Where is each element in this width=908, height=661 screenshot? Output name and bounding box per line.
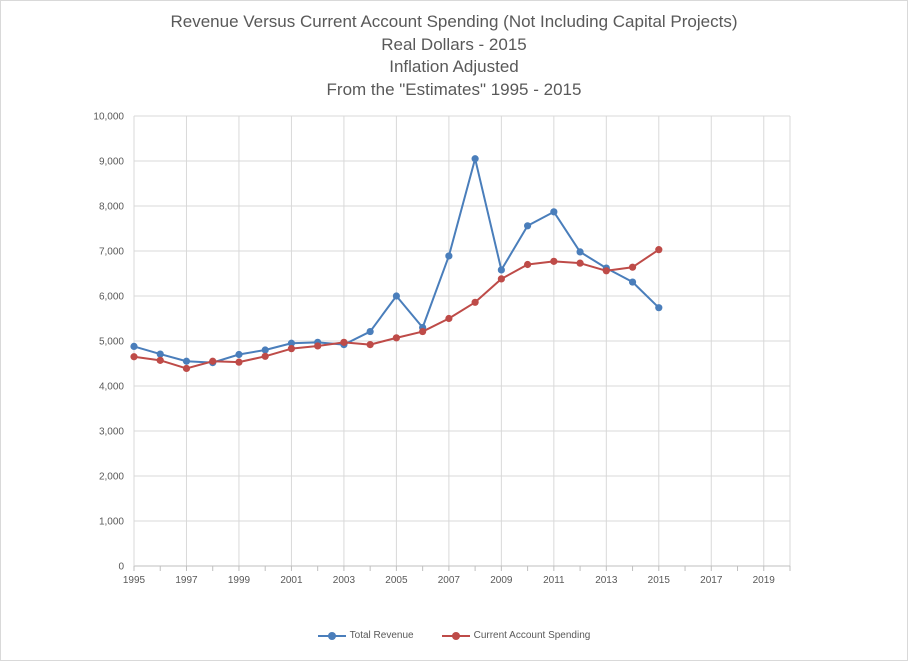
y-tick-label: 8,000 (99, 202, 124, 213)
data-point-current-account-spending (497, 275, 505, 283)
y-tick-label: 2,000 (99, 472, 124, 483)
x-tick-label: 1997 (175, 575, 198, 586)
title-line-2: Real Dollars - 2015 (381, 34, 527, 54)
x-tick-label: 2003 (333, 575, 356, 586)
title-line-1: Revenue Versus Current Account Spending … (170, 12, 738, 31)
legend-swatch-total-revenue (317, 631, 346, 641)
x-tick-label: 2005 (385, 575, 408, 586)
x-tick-label: 2019 (753, 575, 776, 586)
data-point-current-account-spending (392, 334, 400, 342)
data-point-current-account-spending (235, 358, 243, 366)
data-point-current-account-spending (576, 259, 584, 267)
y-tick-label: 9,000 (99, 157, 124, 168)
legend-item-current-account-spending: Current Account Spending (441, 630, 591, 641)
data-point-current-account-spending (524, 260, 532, 269)
x-tick-label: 1995 (123, 575, 146, 586)
data-point-current-account-spending (445, 314, 453, 323)
title-line-3: Inflation Adjusted (389, 57, 519, 76)
x-tick-label: 2001 (280, 575, 303, 586)
y-tick-label: 10,000 (93, 112, 124, 123)
x-tick-label: 2015 (648, 575, 671, 586)
y-tick-label: 5,000 (99, 337, 124, 348)
data-point-total-revenue (156, 350, 164, 358)
data-point-total-revenue (445, 252, 453, 260)
data-point-total-revenue (655, 304, 663, 312)
data-point-total-revenue (366, 327, 374, 336)
data-point-total-revenue (576, 248, 584, 256)
y-tick-label: 4,000 (99, 382, 124, 393)
data-point-current-account-spending (182, 364, 191, 373)
data-point-current-account-spending (209, 357, 217, 365)
legend-item-total-revenue: Total Revenue (317, 630, 414, 641)
data-point-total-revenue (550, 208, 558, 216)
tick-labels: 0 1,000 2,000 3,000 4,000 5,000 6,000 7,000 8,00… (93, 112, 775, 587)
data-point-total-revenue (261, 346, 269, 354)
data-point-total-revenue (471, 155, 479, 163)
data-point-total-revenue (524, 222, 532, 230)
x-tick-label: 1999 (228, 575, 251, 586)
data-point-current-account-spending (340, 338, 348, 346)
x-tick-label: 2011 (543, 575, 565, 586)
data-point-current-account-spending (366, 341, 374, 349)
data-point-total-revenue (392, 292, 400, 300)
data-point-current-account-spending (156, 356, 164, 364)
legend-label-current-account-spending: Current Account Spending (473, 630, 591, 641)
y-tick-label: 0 (118, 562, 124, 573)
x-tick-label: 2009 (490, 575, 513, 586)
data-point-current-account-spending (314, 342, 322, 350)
data-point-total-revenue (497, 266, 505, 274)
y-tick-label: 6,000 (99, 292, 124, 303)
y-tick-label: 1,000 (99, 517, 124, 528)
y-tick-label: 3,000 (99, 427, 124, 438)
data-point-current-account-spending (261, 352, 269, 360)
x-tick-label: 2007 (438, 575, 461, 586)
series-lines (130, 155, 663, 373)
chart-title: Revenue Versus Current Account Spending … (0, 11, 908, 101)
gridlines (134, 115, 791, 566)
data-point-total-revenue (235, 350, 243, 359)
data-point-total-revenue (130, 342, 138, 350)
data-point-current-account-spending (287, 345, 296, 353)
y-tick-label: 7,000 (99, 247, 124, 258)
x-tick-label: 2017 (700, 575, 723, 586)
data-point-total-revenue (182, 357, 191, 365)
data-point-current-account-spending (550, 257, 558, 265)
axes (133, 116, 791, 571)
data-point-current-account-spending (602, 267, 610, 275)
legend: Total Revenue Current Account Spending (0, 630, 908, 641)
data-point-current-account-spending (471, 298, 479, 306)
title-line-4: From the "Estimates" 1995 - 2015 (326, 79, 582, 99)
data-point-total-revenue (628, 278, 637, 286)
data-point-current-account-spending (419, 327, 427, 336)
x-tick-label: 2013 (595, 575, 618, 586)
legend-swatch-current-account-spending (441, 631, 470, 641)
data-point-current-account-spending (130, 353, 138, 361)
data-point-total-revenue (287, 339, 296, 347)
data-point-current-account-spending (655, 246, 663, 254)
data-point-current-account-spending (628, 263, 637, 271)
legend-label-total-revenue: Total Revenue (349, 630, 414, 641)
